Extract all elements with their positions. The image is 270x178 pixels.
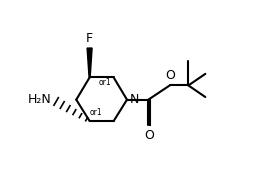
Text: N: N: [130, 93, 139, 106]
Text: F: F: [86, 32, 93, 45]
Text: H₂N: H₂N: [28, 93, 51, 106]
Polygon shape: [87, 48, 92, 77]
Text: or1: or1: [90, 108, 102, 117]
Text: O: O: [144, 129, 154, 142]
Text: or1: or1: [99, 78, 111, 87]
Text: O: O: [165, 69, 175, 82]
